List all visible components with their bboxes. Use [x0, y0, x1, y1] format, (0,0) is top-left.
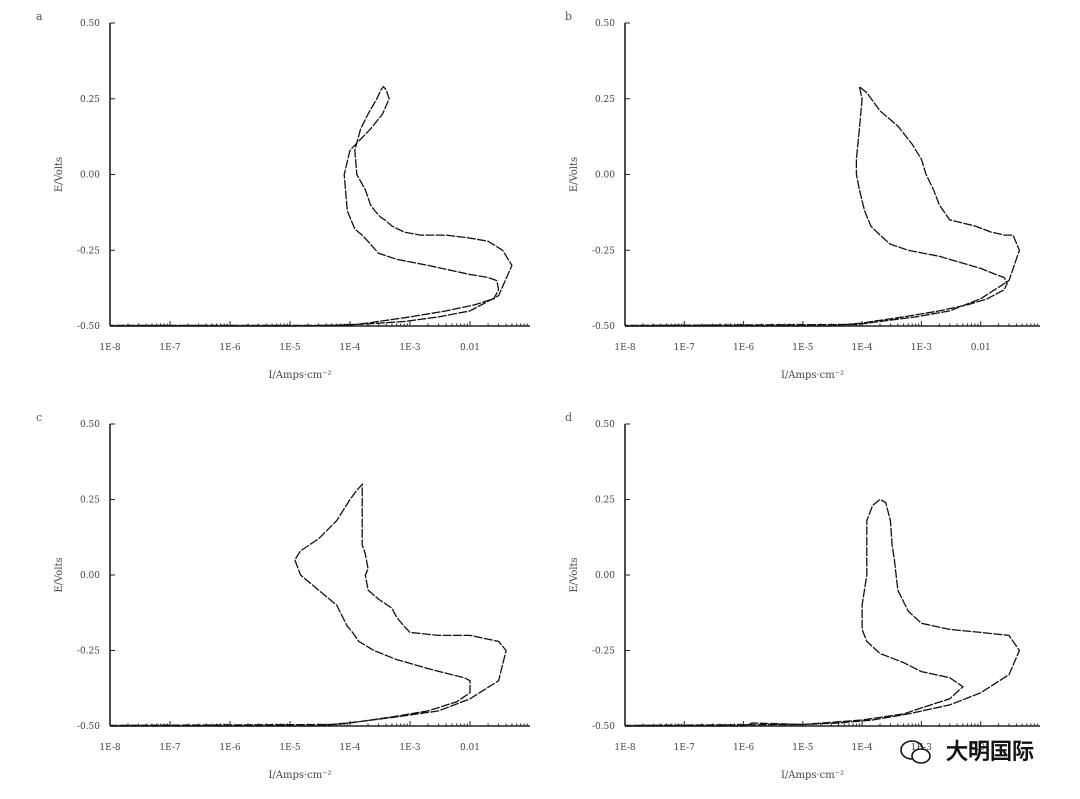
- y-tick-label: 0.00: [595, 171, 615, 181]
- watermark-text: 大明国际: [946, 740, 1034, 765]
- x-tick-label: 1E-6: [219, 343, 241, 353]
- x-tick-label: 1E-4: [339, 343, 361, 353]
- panel-label: c: [36, 411, 42, 424]
- y-tick-label: 0.25: [595, 95, 615, 105]
- y-tick-label: 0.50: [80, 19, 100, 29]
- y-tick-label: -0.50: [77, 722, 100, 732]
- polarization-curve-a: [110, 85, 513, 327]
- y-tick-label: -0.25: [592, 246, 615, 256]
- y-tick-label: 0.50: [595, 19, 615, 29]
- polarization-curve-d: [624, 498, 1021, 727]
- wechat-bubble-small: [911, 748, 931, 764]
- y-tick-label: -0.50: [592, 722, 615, 732]
- panel-label: d: [565, 411, 572, 424]
- x-tick-label: 1E-3: [911, 343, 933, 353]
- x-axis-title: I/Amps·cm⁻²: [268, 370, 331, 381]
- x-tick-label: 1E-5: [279, 343, 301, 353]
- y-tick-label: 0.50: [80, 420, 100, 430]
- y-tick-label: 0.25: [80, 95, 100, 105]
- y-tick-label: 0.25: [80, 496, 100, 506]
- y-axis-title: E/Volts: [569, 157, 580, 192]
- x-axis-title: I/Amps·cm⁻²: [781, 770, 844, 781]
- x-tick-label: 1E-3: [399, 743, 421, 753]
- x-tick-label: 0.01: [971, 743, 991, 753]
- x-tick-label: 1E-7: [159, 343, 181, 353]
- x-tick-label: 1E-8: [614, 343, 636, 353]
- x-tick-label: 0.01: [460, 343, 480, 353]
- x-axis-title: I/Amps·cm⁻²: [268, 770, 331, 781]
- x-tick-label: 1E-7: [159, 743, 181, 753]
- wechat-icon: [900, 740, 931, 764]
- x-tick-label: 1E-3: [911, 743, 933, 753]
- x-tick-label: 1E-8: [614, 743, 636, 753]
- y-tick-label: 0.00: [80, 171, 100, 181]
- x-tick-label: 1E-8: [99, 743, 121, 753]
- y-tick-label: -0.50: [77, 322, 100, 332]
- x-tick-label: 0.01: [971, 343, 991, 353]
- x-tick-label: 1E-7: [674, 743, 696, 753]
- panel-label: b: [565, 10, 572, 23]
- y-tick-label: 0.00: [80, 571, 100, 581]
- watermark: 大明国际: [900, 740, 1034, 765]
- panel-label: a: [36, 10, 43, 23]
- y-axis-title: E/Volts: [569, 557, 580, 592]
- x-tick-label: 1E-8: [99, 343, 121, 353]
- chart-panel-a: a 0.50 0.25 0.00 -0.25 -0.50 1E-8 1E-7 1E-6 1E-5 1…: [36, 10, 530, 381]
- y-tick-label: -0.25: [77, 246, 100, 256]
- x-tick-label: 1E-5: [279, 743, 301, 753]
- x-tick-label: 1E-4: [852, 743, 874, 753]
- chart-panel-b: b 0.50 0.25 0.00 -0.25 -0.50 1E-8 1E-7 1E-6 1E-5 1…: [565, 10, 1040, 381]
- x-tick-label: 1E-6: [733, 743, 755, 753]
- chart-panel-d: d 0.50 0.25 0.00 -0.25 -0.50 1E-8 1E-7 1E-6 1E-5 1…: [565, 411, 1040, 781]
- y-axis-title: E/Volts: [54, 557, 65, 592]
- polarization-curve-b: [624, 84, 1021, 327]
- y-tick-label: 0.25: [595, 496, 615, 506]
- y-tick-label: -0.50: [592, 322, 615, 332]
- x-tick-label: 1E-4: [339, 743, 361, 753]
- x-axis-title: I/Amps·cm⁻²: [781, 370, 844, 381]
- x-tick-label: 1E-4: [852, 343, 874, 353]
- y-tick-label: 0.50: [595, 420, 615, 430]
- polarization-curve-c: [109, 482, 507, 727]
- x-tick-label: 1E-5: [792, 743, 814, 753]
- x-tick-label: 1E-7: [674, 343, 696, 353]
- x-tick-label: 1E-5: [792, 343, 814, 353]
- y-axis-title: E/Volts: [54, 157, 65, 192]
- x-tick-label: 1E-3: [399, 343, 421, 353]
- y-tick-label: -0.25: [77, 647, 100, 657]
- x-tick-label: 1E-6: [219, 743, 241, 753]
- chart-panel-c: c 0.50 0.25 0.00 -0.25 -0.50 1E-8 1E-7 1E-6 1E-5 1…: [36, 411, 530, 781]
- y-tick-label: 0.00: [595, 571, 615, 581]
- x-tick-label: 0.01: [460, 743, 480, 753]
- y-tick-label: -0.25: [592, 647, 615, 657]
- x-tick-label: 1E-6: [733, 343, 755, 353]
